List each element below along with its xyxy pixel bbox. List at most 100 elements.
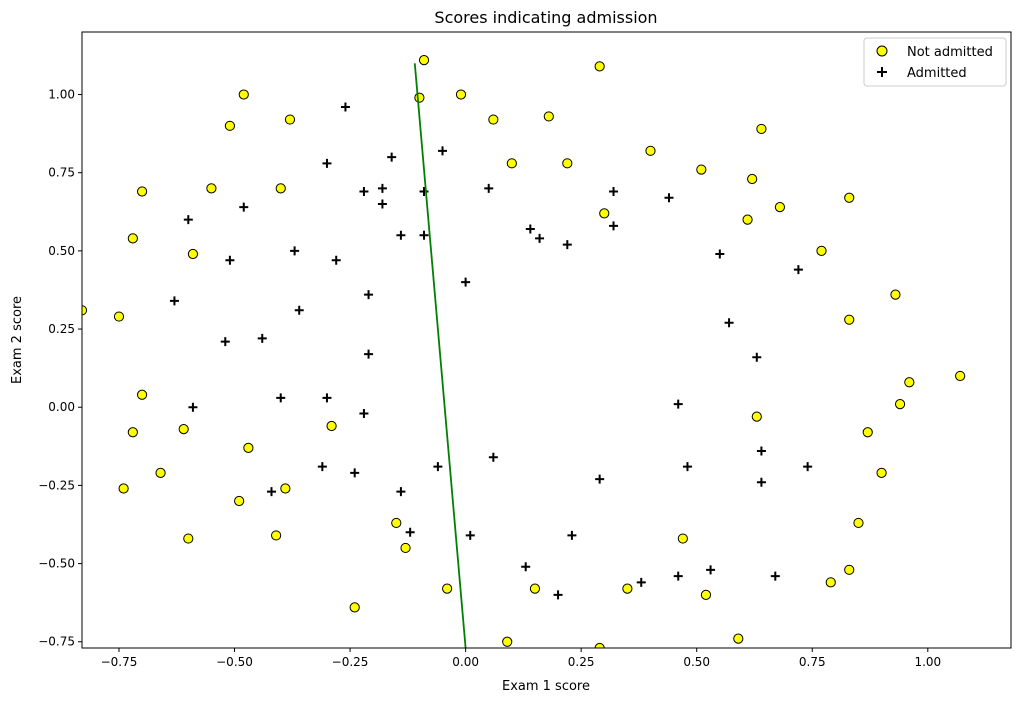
- not-admitted-point-29: [955, 370, 966, 382]
- admitted-point-54: [673, 571, 683, 581]
- not-admitted-point-8: [543, 111, 554, 122]
- admitted-point-55: [770, 571, 780, 581]
- plot-area: [82, 55, 966, 648]
- admitted-point-26: [169, 296, 179, 306]
- admitted-point-6: [419, 186, 429, 196]
- not-admitted-point-53: [622, 583, 633, 594]
- not-admitted-point-35: [178, 424, 189, 435]
- admitted-point-21: [331, 255, 341, 265]
- admitted-point-24: [461, 277, 471, 287]
- x-axis: −0.75 −0.50 −0.25 0.00 0.25 0.50 0.75 1.00: [101, 648, 941, 669]
- not-admitted-point-46: [400, 542, 411, 554]
- admitted-point-53: [706, 565, 716, 575]
- admitted-point-43: [803, 462, 813, 472]
- admitted-point-35: [188, 402, 198, 412]
- not-admitted-point-16: [206, 183, 217, 194]
- x-tick-label: 0.25: [568, 655, 595, 669]
- not-admitted-point-55: [700, 589, 712, 600]
- admitted-point-18: [562, 240, 572, 250]
- admitted-point-3: [387, 152, 397, 162]
- not-admitted-point-12: [562, 158, 573, 169]
- admitted-point-38: [756, 446, 766, 456]
- x-axis-label: Exam 1 score: [502, 679, 590, 694]
- admitted-point-47: [266, 487, 276, 497]
- admitted-point-36: [673, 399, 683, 409]
- y-tick-label: 0.00: [48, 400, 75, 414]
- not-admitted-point-10: [645, 145, 656, 156]
- admitted-point-32: [752, 352, 762, 362]
- not-admitted-point-21: [742, 214, 753, 225]
- not-admitted-point-23: [187, 248, 199, 260]
- y-tick-label: −0.75: [38, 635, 75, 649]
- admitted-point-29: [220, 337, 230, 347]
- y-axis: −0.75 −0.50 −0.25 0.00 0.25 0.50 0.75 1.00: [38, 88, 82, 649]
- admitted-point-5: [377, 183, 387, 193]
- admitted-point-16: [419, 230, 429, 240]
- y-tick-label: 1.00: [48, 88, 75, 102]
- admitted-point-49: [405, 527, 415, 537]
- admitted-point-56: [636, 577, 646, 587]
- not-admitted-point-27: [113, 311, 125, 322]
- admitted-point-11: [377, 199, 387, 209]
- not-admitted-point-15: [136, 186, 148, 197]
- not-admitted-point-51: [825, 577, 836, 588]
- admitted-point-34: [322, 393, 332, 403]
- admitted-point-50: [465, 530, 475, 540]
- x-tick-label: −0.75: [101, 655, 138, 669]
- admitted-point-4: [359, 186, 369, 196]
- admitted-point-48: [396, 487, 406, 497]
- admitted-point-19: [290, 246, 300, 256]
- not-admitted-point-41: [118, 483, 129, 494]
- x-tick-label: 0.75: [799, 655, 826, 669]
- admitted-point-25: [364, 290, 374, 300]
- not-admitted-point-22: [127, 233, 138, 244]
- admitted-point-52: [521, 562, 531, 572]
- not-admitted-point-42: [280, 483, 291, 494]
- not-admitted-point-7: [488, 114, 499, 125]
- not-admitted-point-3: [455, 89, 467, 100]
- not-admitted-point-31: [136, 389, 148, 400]
- not-admitted-point-32: [894, 399, 906, 410]
- not-admitted-point-1: [594, 61, 605, 72]
- y-tick-label: −0.50: [38, 557, 75, 571]
- legend-marker-admitted: [877, 67, 887, 77]
- plot-frame: [81, 31, 1012, 649]
- not-admitted-point-49: [677, 533, 688, 544]
- admitted-point-33: [276, 393, 286, 403]
- legend-label-admitted: Admitted: [907, 66, 967, 81]
- y-axis-label: Exam 2 score: [10, 296, 25, 384]
- not-admitted-point-4: [414, 92, 425, 103]
- admitted-point-12: [183, 215, 193, 225]
- admitted-point-51: [567, 530, 577, 540]
- not-admitted-point-40: [155, 467, 166, 478]
- not-admitted-point-20: [599, 208, 610, 219]
- admitted-point-41: [433, 462, 443, 472]
- not-admitted-point-14: [747, 173, 758, 185]
- x-tick-label: −0.25: [332, 655, 369, 669]
- not-admitted-point-45: [391, 517, 402, 529]
- x-tick-label: −0.50: [216, 655, 253, 669]
- not-admitted-point-54: [442, 583, 453, 594]
- not-admitted-point-9: [756, 123, 767, 135]
- admitted-point-45: [595, 474, 605, 484]
- not-admitted-point-33: [751, 411, 762, 422]
- admitted-point-17: [535, 233, 545, 243]
- admitted-point-15: [396, 230, 406, 240]
- y-tick-label: −0.25: [38, 478, 75, 492]
- admitted-point-39: [488, 452, 498, 462]
- admitted-point-30: [257, 333, 267, 343]
- legend: Not admitted Admitted: [863, 37, 1007, 87]
- x-tick-label: 1.00: [914, 655, 941, 669]
- admitted-point-42: [682, 462, 692, 472]
- y-tick-label: 0.50: [48, 244, 75, 258]
- not-admitted-point-25: [890, 289, 901, 300]
- y-tick-label: 0.25: [48, 322, 75, 336]
- legend-label-not-admitted: Not admitted: [907, 45, 993, 60]
- admitted-point-14: [609, 221, 619, 231]
- admitted-point-7: [484, 183, 494, 193]
- x-tick-label: 0.00: [452, 655, 479, 669]
- not-admitted-point-30: [904, 377, 915, 388]
- chart-title: Scores indicating admission: [434, 8, 657, 27]
